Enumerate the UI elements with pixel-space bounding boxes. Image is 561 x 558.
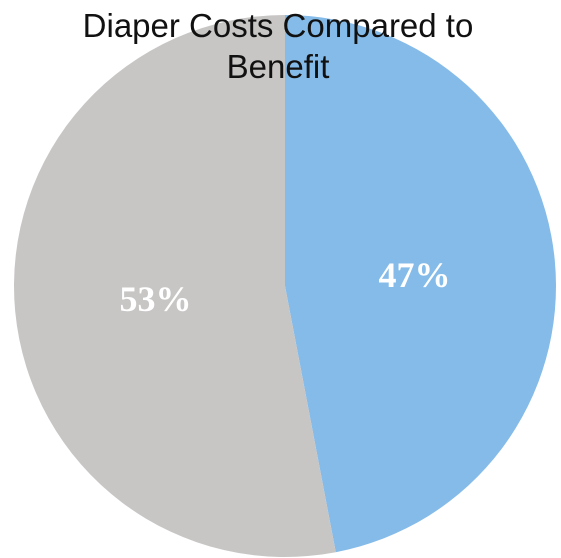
- slice-label-47-percent: 47%: [379, 255, 451, 295]
- pie-slice-47-percent: [285, 15, 556, 553]
- chart-title-line-1: Diaper Costs Compared to: [83, 7, 474, 44]
- slice-label-53-percent: 53%: [119, 279, 191, 319]
- slice-labels: 47% 53%: [119, 255, 450, 319]
- chart-title-line-2: Benefit: [227, 48, 330, 85]
- pie-slices: [13, 15, 556, 557]
- chart-title: Diaper Costs Compared to Benefit: [83, 7, 474, 85]
- pie-slice-53-percent: [13, 15, 336, 557]
